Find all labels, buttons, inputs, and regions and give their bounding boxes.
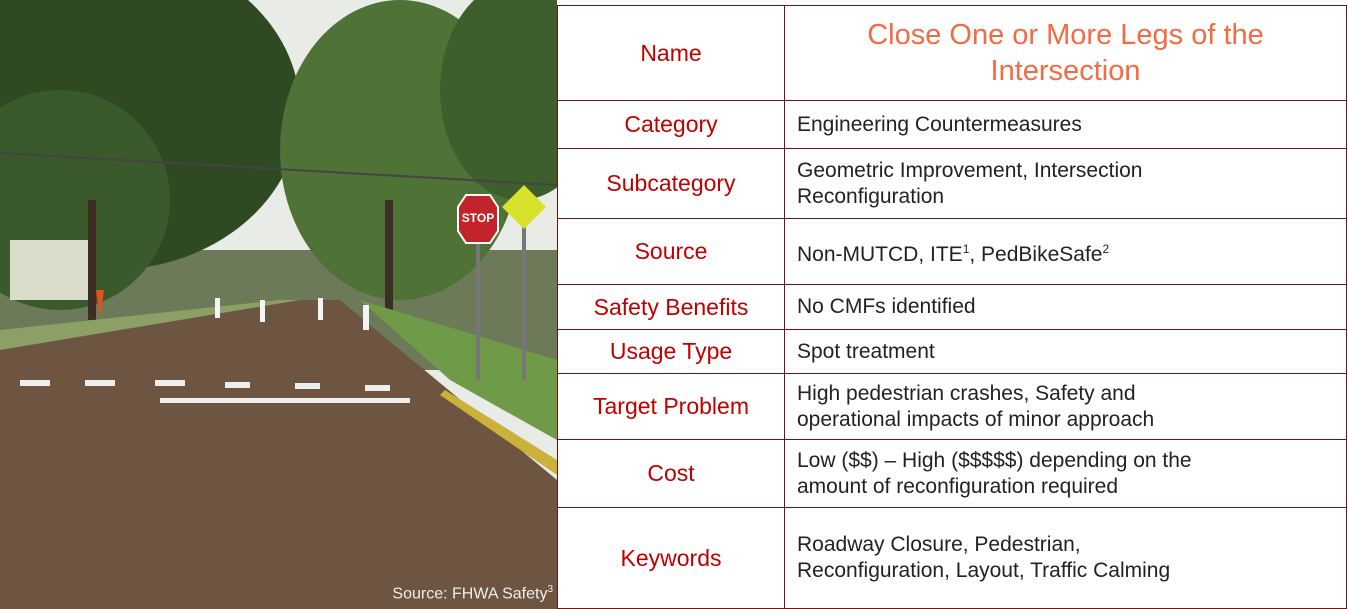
- row-label: Name: [557, 5, 785, 101]
- value-line: No CMFs identified: [797, 295, 976, 318]
- row-value: Engineering Countermeasures: [784, 100, 1347, 149]
- footnote-ref: 1: [962, 241, 970, 256]
- table-row: Usage Type Spot treatment: [557, 329, 1347, 374]
- table-body: Name Close One or More Legs of the Interse…: [557, 5, 1347, 609]
- table-row: Subcategory Geometric Improvement, Inters…: [557, 148, 1347, 219]
- caption-text: Source: FHWA Safety: [392, 585, 548, 602]
- table-row: Target Problem High pedestrian crashes, S…: [557, 373, 1347, 440]
- svg-text:STOP: STOP: [462, 211, 494, 225]
- value-line: Spot treatment: [797, 339, 935, 363]
- value-line: High pedestrian crashes, Safety and: [797, 381, 1136, 405]
- caption-footnote: 3: [547, 583, 553, 595]
- value-line: Roadway Closure, Pedestrian,: [797, 533, 1081, 556]
- value-text: , PedBikeSafe: [969, 242, 1103, 266]
- row-label: Keywords: [557, 507, 785, 609]
- row-value: Geometric Improvement, Intersection Recon…: [784, 148, 1347, 219]
- table-row: Category Engineering Countermeasures: [557, 100, 1347, 149]
- row-label: Cost: [557, 439, 785, 508]
- table-row: Safety Benefits No CMFs identified: [557, 284, 1347, 330]
- value-line: operational impacts of minor approach: [797, 407, 1155, 431]
- table-row: Name Close One or More Legs of the Interse…: [557, 5, 1347, 101]
- row-label: Subcategory: [557, 148, 785, 219]
- table-row: Source Non-MUTCD, ITE1, PedBikeSafe2: [557, 218, 1347, 285]
- value-text: Non-MUTCD, ITE: [797, 242, 963, 266]
- value-line: amount of reconfiguration required: [797, 474, 1119, 498]
- info-table: Name Close One or More Legs of the Interse…: [557, 5, 1347, 609]
- row-label: Target Problem: [557, 373, 785, 440]
- table-row: Cost Low ($$) – High ($$$$$) depending on…: [557, 439, 1347, 508]
- value-line: Low ($$) – High ($$$$$) depending on the: [797, 448, 1192, 472]
- value-line: Reconfiguration: [797, 184, 945, 208]
- footnote-ref: 2: [1102, 241, 1110, 256]
- row-value: Spot treatment: [784, 329, 1347, 374]
- value-line: Intersection: [990, 55, 1141, 87]
- row-value: Roadway Closure, Pedestrian, Reconfigurat…: [784, 507, 1347, 609]
- value-line: Geometric Improvement, Intersection: [797, 158, 1143, 182]
- photo: STOP: [0, 0, 557, 609]
- table-row: Keywords Roadway Closure, Pedestrian, Reco…: [557, 507, 1347, 609]
- name-value: Close One or More Legs of the Intersectio…: [784, 5, 1347, 101]
- row-value: Low ($$) – High ($$$$$) depending on the…: [784, 439, 1347, 508]
- row-label: Safety Benefits: [557, 284, 785, 330]
- row-label: Category: [557, 100, 785, 149]
- value-line: Close One or More Legs of the: [867, 19, 1264, 51]
- row-value: No CMFs identified: [784, 284, 1347, 330]
- row-value: High pedestrian crashes, Safety and opera…: [784, 373, 1347, 440]
- row-label: Source: [557, 218, 785, 285]
- photo-caption: Source: FHWA Safety3: [0, 584, 553, 603]
- row-value: Non-MUTCD, ITE1, PedBikeSafe2: [784, 218, 1347, 285]
- value-line: Engineering Countermeasures: [797, 112, 1082, 136]
- row-label: Usage Type: [557, 329, 785, 374]
- value-line: Reconfiguration, Layout, Traffic Calming: [797, 559, 1171, 582]
